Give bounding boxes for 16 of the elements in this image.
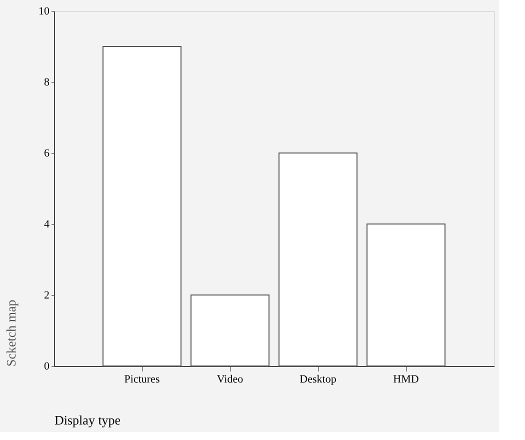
y-tick-label: 8 [44,76,50,88]
y-tick-label: 0 [44,360,50,372]
x-tick-label: Video [216,374,244,386]
y-tick-label: 6 [44,148,50,160]
bar [190,294,270,366]
bar [278,152,358,366]
y-tick-label: 10 [38,6,50,18]
x-tick-label: Pictures [124,374,160,386]
bar [102,46,182,366]
bar [366,224,446,366]
y-axis-title: Scketch map [4,300,18,366]
x-axis-title: Display type [54,412,121,428]
y-tick-label: 4 [44,218,50,230]
x-tick-label: Desktop [300,374,337,386]
x-tick-label: HMD [393,374,419,386]
y-tick-label: 2 [44,290,50,302]
